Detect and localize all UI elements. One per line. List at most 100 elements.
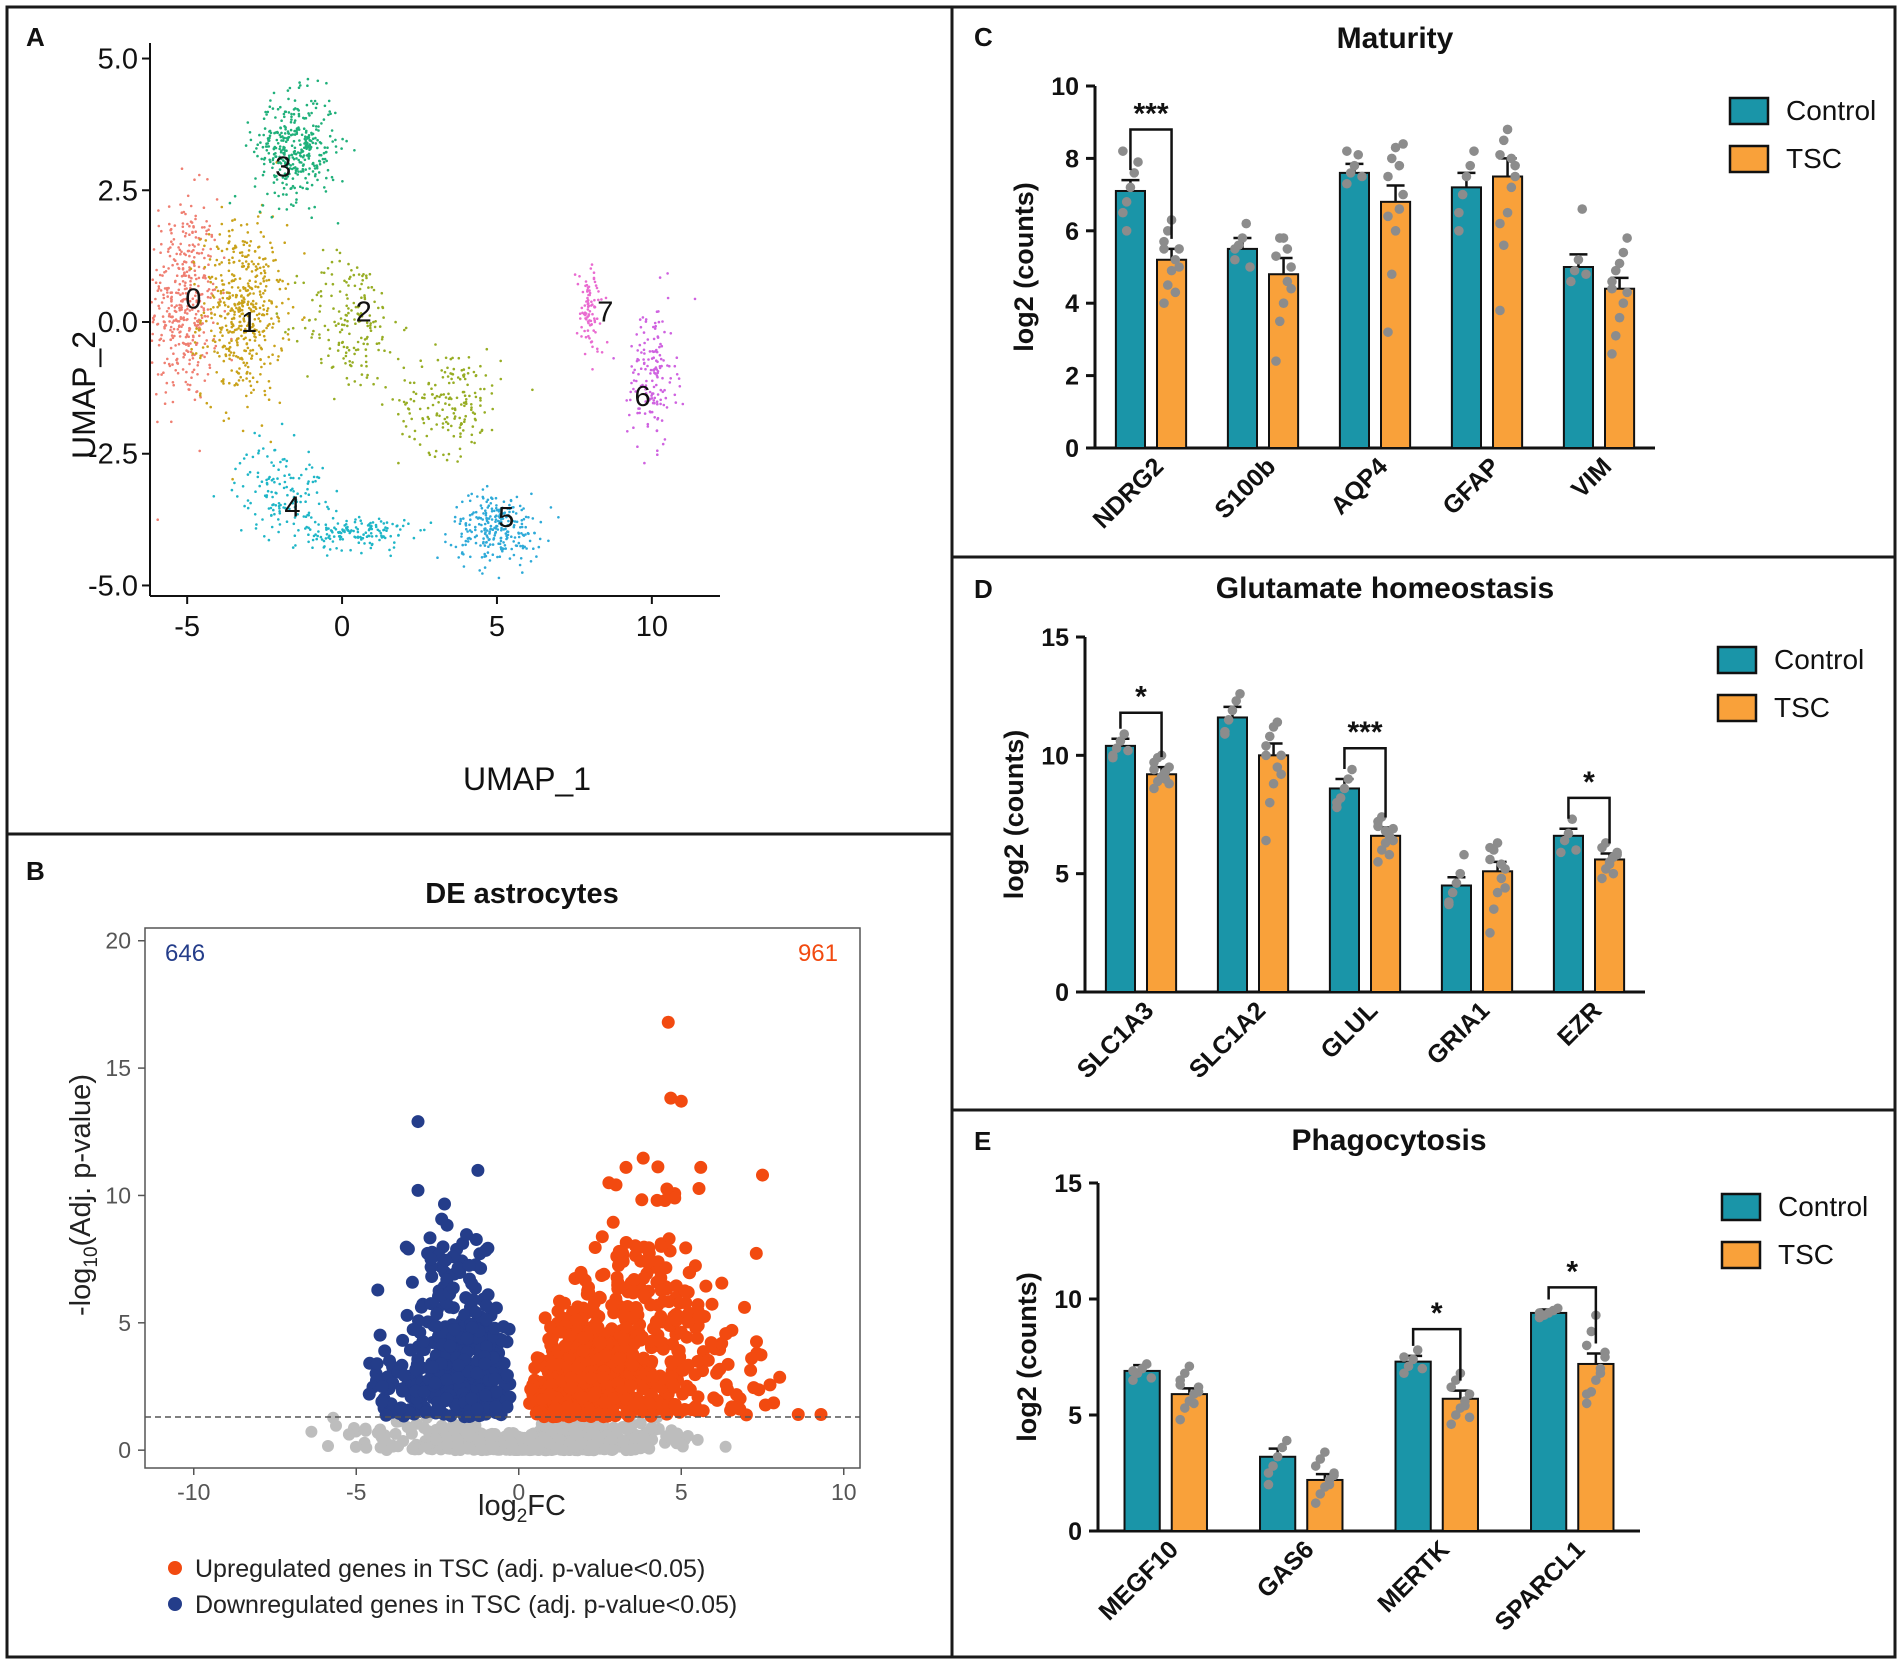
umap-cell-point bbox=[359, 312, 363, 315]
umap-cell-point bbox=[193, 264, 196, 268]
volcano-up-point bbox=[622, 1409, 635, 1423]
volcano-up-point bbox=[719, 1327, 733, 1341]
umap-cell-point bbox=[157, 285, 161, 288]
umap-cell-point bbox=[258, 290, 262, 293]
umap-cell-point bbox=[673, 393, 677, 397]
umap-cell-point bbox=[231, 219, 234, 222]
umap-cell-point bbox=[233, 310, 236, 314]
umap-cell-point bbox=[253, 332, 256, 336]
umap-cluster-label-4: 4 bbox=[284, 491, 300, 523]
umap-cell-point bbox=[330, 175, 334, 179]
umap-cell-point bbox=[453, 415, 457, 418]
volcano-down-point bbox=[471, 1163, 485, 1177]
sample-point bbox=[1496, 859, 1507, 869]
umap-cell-point bbox=[584, 280, 588, 283]
umap-cell-point bbox=[245, 324, 249, 328]
umap-cell-point bbox=[376, 376, 379, 380]
umap-cell-point bbox=[181, 280, 185, 283]
volcano-down-point bbox=[440, 1373, 454, 1387]
volcano-up-point bbox=[596, 1371, 610, 1384]
umap-cell-point bbox=[317, 502, 321, 506]
umap-cell-point bbox=[224, 354, 228, 358]
umap-cell-point bbox=[293, 149, 297, 153]
volcano-up-point bbox=[668, 1398, 682, 1411]
volcano-up-point bbox=[627, 1273, 641, 1286]
umap-cell-point bbox=[340, 323, 344, 327]
umap-cell-point bbox=[220, 249, 224, 253]
umap-cell-point bbox=[262, 235, 266, 238]
bar-control-slc1a3 bbox=[1104, 744, 1137, 993]
umap-cell-point bbox=[289, 133, 293, 137]
significance-bracket bbox=[1547, 1286, 1598, 1344]
umap-cell-point bbox=[270, 461, 273, 464]
umap-cell-point bbox=[280, 119, 283, 122]
umap-cell-point bbox=[216, 351, 219, 355]
umap-cell-point bbox=[673, 364, 677, 368]
umap-cell-point bbox=[658, 345, 661, 349]
umap-cell-point bbox=[261, 204, 265, 207]
umap-cell-point bbox=[656, 336, 660, 339]
umap-cell-point bbox=[531, 388, 534, 392]
sample-point bbox=[1398, 139, 1408, 149]
sample-point bbox=[1485, 928, 1495, 938]
volcano-down-point bbox=[394, 1401, 408, 1415]
umap-cell-point bbox=[220, 279, 224, 282]
umap-cell-point bbox=[295, 132, 299, 135]
umap-cell-point bbox=[320, 271, 323, 274]
umap-cell-point bbox=[468, 499, 472, 503]
volcano-ns-point bbox=[566, 1420, 579, 1433]
umap-cell-point bbox=[515, 544, 519, 548]
umap-cell-point bbox=[238, 277, 242, 280]
umap-cell-point bbox=[421, 417, 424, 420]
umap-cell-point bbox=[319, 357, 323, 361]
umap-cell-point bbox=[636, 389, 639, 393]
umap-cell-point bbox=[591, 312, 594, 316]
volcano-ns-point bbox=[322, 1440, 334, 1452]
umap-cell-point bbox=[277, 280, 280, 284]
umap-cell-point bbox=[293, 281, 297, 285]
umap-cell-point bbox=[360, 364, 363, 367]
umap-cell-point bbox=[256, 154, 259, 158]
umap-cell-point bbox=[257, 330, 261, 334]
umap-cell-point bbox=[311, 538, 315, 542]
umap-cell-point bbox=[290, 118, 293, 121]
umap-cell-point bbox=[242, 457, 246, 460]
umap-cell-point bbox=[176, 328, 180, 331]
umap-cell-point bbox=[590, 263, 594, 266]
umap-cell-point bbox=[237, 379, 241, 382]
umap-cell-point bbox=[262, 329, 266, 333]
umap-cell-point bbox=[270, 514, 273, 517]
umap-cell-point bbox=[162, 339, 165, 343]
umap-cell-point bbox=[330, 294, 333, 298]
umap-cell-point bbox=[291, 305, 295, 309]
umap-cell-point bbox=[628, 413, 631, 417]
volcano-up-point bbox=[538, 1311, 552, 1325]
umap-cell-point bbox=[661, 320, 664, 323]
umap-cell-point bbox=[372, 320, 375, 324]
umap-cell-point bbox=[162, 293, 165, 297]
umap-cell-point bbox=[311, 137, 315, 140]
umap-cell-point bbox=[328, 537, 332, 541]
umap-cell-point bbox=[253, 431, 256, 435]
umap-cell-point bbox=[165, 286, 169, 290]
umap-cell-point bbox=[369, 329, 373, 333]
volcano-down-point bbox=[362, 1387, 376, 1401]
umap-cell-point bbox=[347, 307, 350, 310]
umap-cell-point bbox=[317, 291, 320, 294]
umap-cell-point bbox=[271, 503, 274, 507]
volcano-down-point bbox=[423, 1231, 437, 1245]
umap-cell-point bbox=[557, 516, 560, 519]
sample-point bbox=[1281, 1435, 1292, 1446]
umap-cell-point bbox=[408, 381, 412, 385]
umap-cell-point bbox=[246, 294, 250, 297]
umap-cell-point bbox=[383, 349, 386, 353]
umap-cell-point bbox=[206, 345, 209, 348]
umap-cell-point bbox=[472, 511, 475, 514]
volcano-ns-point bbox=[342, 1428, 355, 1441]
umap-cell-point bbox=[236, 356, 240, 359]
umap-cell-point bbox=[290, 144, 294, 147]
umap-cell-point bbox=[678, 385, 682, 388]
umap-cell-point bbox=[423, 393, 426, 396]
umap-cell-point bbox=[231, 294, 235, 297]
umap-cell-point bbox=[262, 117, 266, 120]
